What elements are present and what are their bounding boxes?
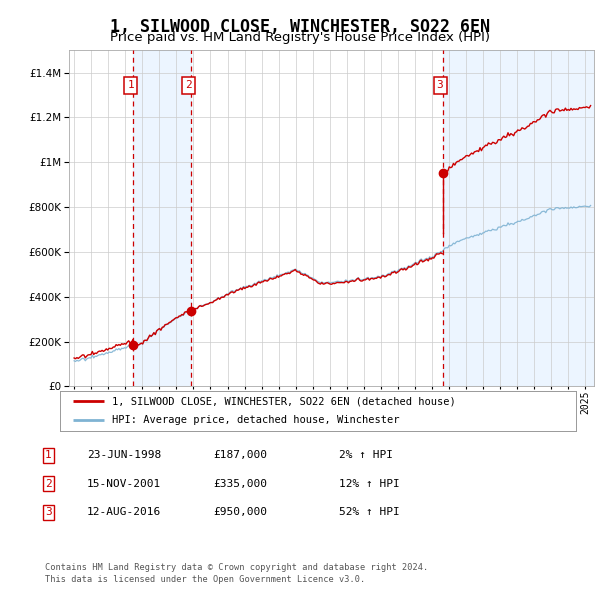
Text: 2% ↑ HPI: 2% ↑ HPI — [339, 451, 393, 460]
Text: 1: 1 — [127, 80, 134, 90]
Text: £187,000: £187,000 — [213, 451, 267, 460]
Text: £950,000: £950,000 — [213, 507, 267, 517]
Bar — [133, 50, 191, 386]
Text: 1, SILWOOD CLOSE, WINCHESTER, SO22 6EN: 1, SILWOOD CLOSE, WINCHESTER, SO22 6EN — [110, 18, 490, 36]
Text: HPI: Average price, detached house, Winchester: HPI: Average price, detached house, Winc… — [112, 415, 399, 425]
Text: 3: 3 — [437, 80, 443, 90]
Text: 2: 2 — [45, 479, 52, 489]
Text: 52% ↑ HPI: 52% ↑ HPI — [339, 507, 400, 517]
Text: Price paid vs. HM Land Registry's House Price Index (HPI): Price paid vs. HM Land Registry's House … — [110, 31, 490, 44]
Text: 1, SILWOOD CLOSE, WINCHESTER, SO22 6EN (detached house): 1, SILWOOD CLOSE, WINCHESTER, SO22 6EN (… — [112, 396, 455, 407]
Text: 3: 3 — [45, 507, 52, 517]
Text: Contains HM Land Registry data © Crown copyright and database right 2024.
This d: Contains HM Land Registry data © Crown c… — [45, 563, 428, 584]
Text: 15-NOV-2001: 15-NOV-2001 — [87, 479, 161, 489]
Text: 2: 2 — [185, 80, 192, 90]
Text: £335,000: £335,000 — [213, 479, 267, 489]
Bar — [443, 50, 594, 386]
Text: 1: 1 — [45, 451, 52, 460]
Text: 23-JUN-1998: 23-JUN-1998 — [87, 451, 161, 460]
Text: 12-AUG-2016: 12-AUG-2016 — [87, 507, 161, 517]
Text: 12% ↑ HPI: 12% ↑ HPI — [339, 479, 400, 489]
